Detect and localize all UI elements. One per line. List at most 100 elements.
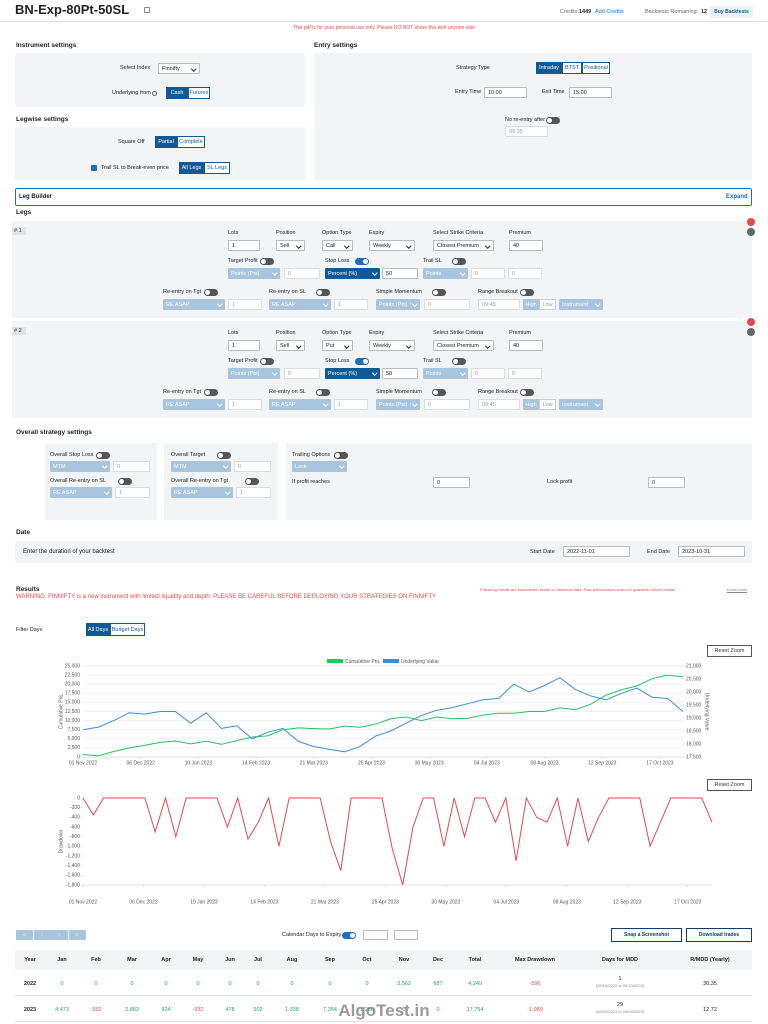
button[interactable]: Snap a Screenshot: [611, 928, 682, 942]
leg-builder-bar[interactable]: [15, 188, 752, 206]
toggle[interactable]: [432, 288, 446, 296]
select[interactable]: Weekly: [369, 340, 415, 351]
button[interactable]: Cash: [166, 87, 188, 99]
input[interactable]: 0: [234, 461, 271, 472]
select[interactable]: Put: [322, 340, 353, 351]
button[interactable]: Reset Zoom: [707, 645, 752, 657]
button[interactable]: SL Legs: [204, 162, 230, 174]
select[interactable]: Lock: [292, 461, 347, 472]
input[interactable]: 1: [236, 487, 271, 498]
input[interactable]: 09:45: [478, 399, 520, 410]
toggle[interactable]: [520, 288, 534, 296]
input[interactable]: 0: [471, 268, 505, 279]
toggle[interactable]: [452, 257, 466, 265]
select[interactable]: Points (Pts): [228, 268, 280, 279]
toggle[interactable]: [316, 388, 330, 396]
select[interactable]: Weekly: [369, 240, 415, 251]
input[interactable]: 50: [382, 368, 418, 379]
button[interactable]: All Legs: [179, 162, 204, 174]
checkbox[interactable]: [91, 165, 97, 171]
select[interactable]: Points (Pts) ↑: [376, 299, 420, 310]
button[interactable]: Buy Backtests: [710, 6, 753, 18]
page-button[interactable]: ‹: [33, 930, 51, 940]
input[interactable]: 1: [228, 240, 260, 251]
select[interactable]: Finnifty: [158, 63, 200, 74]
select[interactable]: Instrument: [559, 299, 603, 310]
input[interactable]: 1: [228, 299, 262, 310]
button[interactable]: Download trades: [686, 928, 752, 942]
button[interactable]: Low: [539, 299, 556, 310]
toggle[interactable]: [520, 388, 534, 396]
toggle[interactable]: [260, 257, 274, 265]
input[interactable]: 2022-11-01: [563, 546, 630, 557]
input[interactable]: 09:35: [505, 126, 548, 137]
input[interactable]: 0: [433, 477, 470, 488]
input[interactable]: 0: [424, 399, 470, 410]
select[interactable]: RE ASAP: [171, 487, 233, 498]
button[interactable]: Budget Days: [110, 623, 145, 636]
copy-leg[interactable]: [747, 328, 755, 336]
input[interactable]: 50: [382, 268, 418, 279]
select[interactable]: Points: [423, 268, 468, 279]
select[interactable]: Closest Premium: [433, 340, 494, 351]
toggle[interactable]: [204, 388, 218, 396]
input[interactable]: 1: [228, 399, 262, 410]
select[interactable]: Percent (%): [325, 368, 380, 379]
toggle[interactable]: [260, 357, 274, 365]
select[interactable]: Points (Pts): [228, 368, 280, 379]
select[interactable]: MTM: [171, 461, 231, 472]
toggle[interactable]: [355, 257, 369, 265]
input[interactable]: 2023-10-31: [678, 546, 745, 557]
button[interactable]: Complete: [177, 136, 205, 148]
button[interactable]: Low: [539, 399, 556, 410]
select[interactable]: Points (Pts) ↑: [376, 399, 420, 410]
button[interactable]: Partial: [155, 136, 177, 148]
input[interactable]: 1: [228, 340, 260, 351]
input[interactable]: 1: [115, 487, 150, 498]
select[interactable]: RE ASAP: [269, 299, 331, 310]
button[interactable]: Futures: [188, 87, 210, 99]
page-button[interactable]: ›: [51, 930, 68, 940]
button[interactable]: BTST: [562, 62, 582, 74]
input[interactable]: 10:00: [484, 87, 527, 98]
input[interactable]: 40: [509, 340, 543, 351]
toggle[interactable]: [546, 116, 560, 124]
input[interactable]: 09:45: [478, 299, 520, 310]
select[interactable]: [394, 930, 418, 940]
button[interactable]: All Days: [86, 623, 110, 636]
input[interactable]: 40: [509, 240, 543, 251]
copy-leg[interactable]: [747, 228, 755, 236]
button[interactable]: Intraday: [536, 62, 562, 74]
input[interactable]: 0: [648, 477, 685, 488]
input[interactable]: 1: [334, 399, 368, 410]
select[interactable]: Percent (%): [325, 268, 380, 279]
button[interactable]: High: [523, 399, 539, 410]
page-button[interactable]: «: [16, 930, 33, 940]
button[interactable]: Reset Zoom: [707, 779, 752, 791]
select[interactable]: MTM: [50, 461, 110, 472]
select[interactable]: Call: [322, 240, 353, 251]
select[interactable]: Instrument: [559, 399, 603, 410]
input[interactable]: 0: [284, 268, 320, 279]
input[interactable]: 0: [113, 461, 150, 472]
input[interactable]: 0: [424, 299, 470, 310]
input[interactable]: 0: [508, 368, 542, 379]
select[interactable]: RE ASAP: [50, 487, 112, 498]
toggle[interactable]: [432, 388, 446, 396]
input[interactable]: 1: [334, 299, 368, 310]
toggle[interactable]: [217, 451, 231, 459]
toggle[interactable]: [316, 288, 330, 296]
button[interactable]: High: [523, 299, 539, 310]
select[interactable]: RE ASAP: [163, 399, 225, 410]
select[interactable]: Sell: [276, 340, 305, 351]
input[interactable]: 15:00: [569, 87, 612, 98]
toggle[interactable]: [334, 451, 348, 459]
input[interactable]: 0: [284, 368, 320, 379]
toggle[interactable]: [452, 357, 466, 365]
select[interactable]: RE ASAP: [163, 299, 225, 310]
delete-leg[interactable]: [747, 318, 755, 326]
select[interactable]: Sell: [276, 240, 305, 251]
delete-leg[interactable]: [747, 218, 755, 226]
toggle[interactable]: [342, 931, 356, 939]
toggle[interactable]: [245, 477, 259, 485]
